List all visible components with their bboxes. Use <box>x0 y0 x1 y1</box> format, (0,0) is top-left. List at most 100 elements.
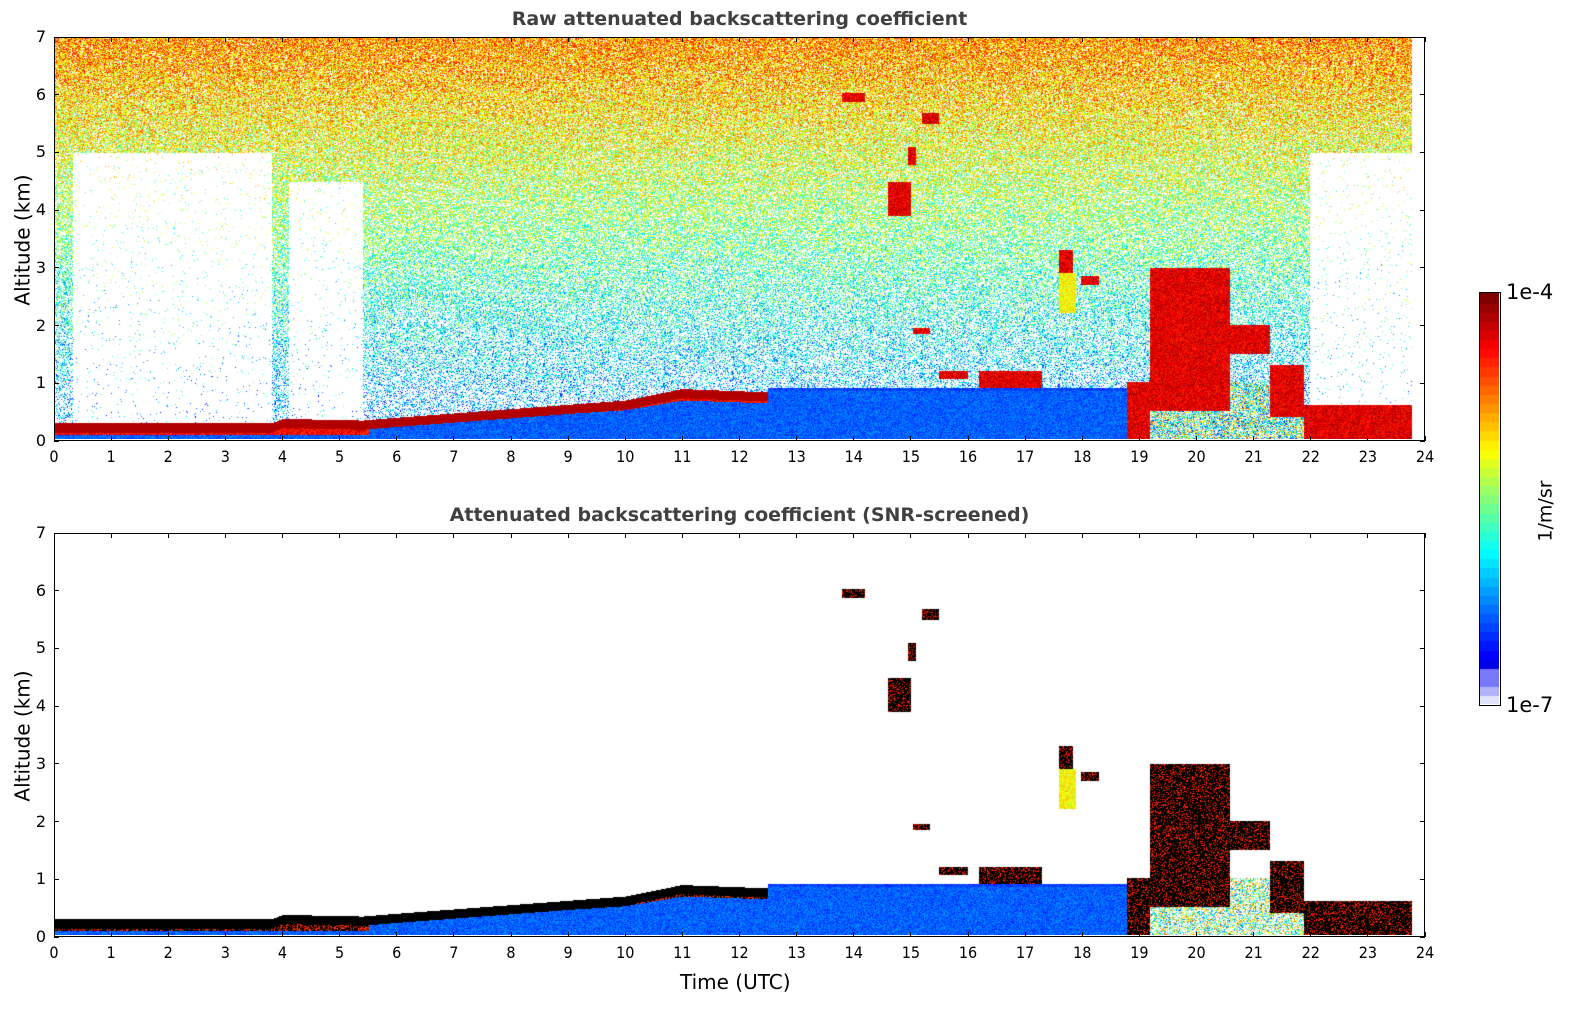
y-tick-mark <box>54 532 59 534</box>
x-tick-label: 21 <box>1244 943 1263 962</box>
x-tick-mark <box>282 932 283 937</box>
x-tick-mark <box>796 932 798 937</box>
x-tick-mark <box>339 37 341 42</box>
x-tick-mark <box>224 37 226 42</box>
x-tick-mark <box>967 436 969 441</box>
colorbar-gradient <box>1480 293 1499 704</box>
y-tick-mark <box>1420 878 1425 880</box>
x-tick-label: 20 <box>1187 447 1206 466</box>
top-chart-title: Raw attenuated backscattering coefficien… <box>511 8 968 30</box>
top-y-axis-label: Altitude (km) <box>10 174 35 306</box>
x-tick-label: 1 <box>106 447 116 466</box>
x-tick-mark <box>1310 37 1312 42</box>
x-tick-mark <box>624 436 626 441</box>
x-tick-mark <box>282 37 283 42</box>
x-tick-label: 9 <box>563 447 573 466</box>
x-tick-label: 1 <box>106 943 116 962</box>
y-tick-label: 0 <box>35 431 46 450</box>
y-tick-mark <box>54 209 59 211</box>
colorbar <box>1479 292 1501 706</box>
x-tick-mark <box>510 37 512 42</box>
x-tick-mark <box>167 436 169 441</box>
x-tick-mark <box>1081 533 1083 538</box>
x-tick-mark <box>1024 436 1026 441</box>
y-tick-label: 5 <box>35 142 46 162</box>
x-tick-label: 2 <box>163 943 173 962</box>
x-tick-mark <box>510 533 512 538</box>
x-tick-mark <box>796 436 798 441</box>
x-tick-mark <box>1081 436 1083 441</box>
x-tick-label: 16 <box>958 943 978 962</box>
x-tick-mark <box>1367 533 1369 538</box>
x-tick-mark <box>1310 533 1312 538</box>
y-tick-label: 3 <box>35 753 46 773</box>
y-tick-mark <box>54 94 59 96</box>
x-tick-mark <box>853 932 855 937</box>
x-tick-mark <box>567 932 569 937</box>
x-tick-mark <box>53 932 55 937</box>
y-tick-mark <box>54 763 59 765</box>
x-tick-label: 7 <box>449 447 459 466</box>
y-tick-label: 4 <box>35 200 46 220</box>
y-tick-label: 1 <box>35 373 46 393</box>
x-tick-label: 14 <box>844 943 863 962</box>
x-tick-mark <box>1138 37 1140 42</box>
y-tick-mark <box>1420 821 1425 823</box>
x-tick-mark <box>796 37 798 42</box>
y-tick-mark <box>54 382 59 384</box>
y-tick-label: 4 <box>35 696 46 716</box>
x-tick-mark <box>339 932 341 937</box>
x-tick-label: 23 <box>1358 447 1378 466</box>
x-tick-mark <box>739 533 740 538</box>
bottom-chart-title: Attenuated backscattering coefficient (S… <box>449 504 1030 526</box>
y-tick-mark <box>1420 936 1425 938</box>
x-tick-label: 7 <box>449 943 459 962</box>
x-tick-mark <box>1424 932 1426 937</box>
x-tick-mark <box>396 37 398 42</box>
x-tick-label: 10 <box>616 943 635 962</box>
x-tick-mark <box>1367 37 1369 42</box>
y-tick-mark <box>54 936 59 938</box>
x-tick-mark <box>567 533 569 538</box>
x-tick-mark <box>624 932 626 937</box>
y-tick-mark <box>54 267 59 269</box>
x-tick-label: 11 <box>673 447 692 466</box>
x-tick-mark <box>1024 932 1026 937</box>
x-tick-mark <box>110 932 112 937</box>
x-tick-label: 10 <box>616 447 635 466</box>
y-tick-mark <box>54 705 59 707</box>
x-tick-mark <box>510 436 512 441</box>
x-tick-mark <box>681 37 683 42</box>
x-tick-label: 24 <box>1415 447 1435 466</box>
y-tick-mark <box>1420 705 1425 707</box>
x-tick-mark <box>1367 436 1369 441</box>
x-tick-mark <box>681 533 683 538</box>
x-tick-mark <box>1253 932 1255 937</box>
x-tick-label: 6 <box>392 943 402 962</box>
y-tick-label: 1 <box>35 869 46 889</box>
x-tick-label: 6 <box>392 447 402 466</box>
x-tick-mark <box>167 533 169 538</box>
x-tick-mark <box>396 533 398 538</box>
x-tick-label: 4 <box>277 943 288 962</box>
x-tick-mark <box>1310 436 1312 441</box>
bottom-y-axis-label: Altitude (km) <box>10 670 35 802</box>
x-tick-mark <box>1424 533 1426 538</box>
y-tick-mark <box>1420 94 1425 96</box>
x-tick-mark <box>453 37 455 42</box>
x-tick-mark <box>224 533 226 538</box>
y-tick-label: 7 <box>35 27 46 46</box>
x-tick-mark <box>1081 37 1083 42</box>
y-tick-label: 2 <box>35 811 46 831</box>
x-tick-mark <box>1424 37 1426 42</box>
x-tick-label: 21 <box>1244 447 1263 466</box>
top-backscatter-raster <box>55 38 1423 439</box>
x-tick-mark <box>853 436 855 441</box>
x-tick-label: 15 <box>901 447 921 466</box>
x-tick-mark <box>453 932 455 937</box>
x-tick-mark <box>739 932 740 937</box>
y-tick-mark <box>1420 151 1425 153</box>
x-tick-mark <box>110 37 112 42</box>
x-tick-label: 2 <box>163 447 173 466</box>
y-tick-mark <box>54 325 59 327</box>
